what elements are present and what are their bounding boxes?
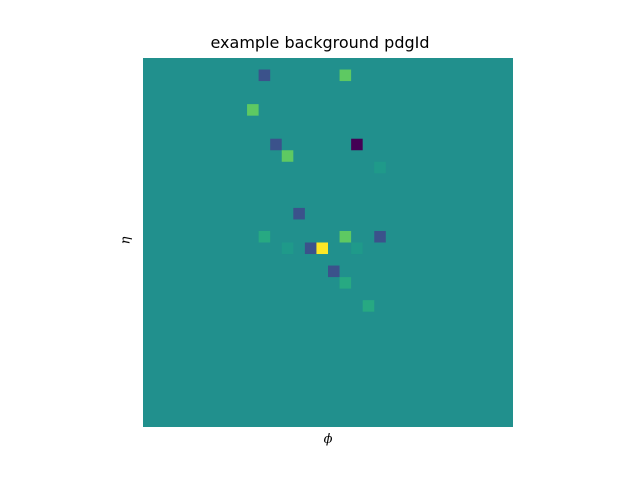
heatmap-cell [247, 104, 259, 116]
x-axis-label: ϕ [323, 432, 333, 447]
chart-title: example background pdgId [210, 33, 430, 52]
heatmap-cell [339, 277, 352, 289]
heatmap-cells [247, 69, 386, 312]
heatmap-cell [351, 138, 363, 151]
heatmap-cell [374, 161, 386, 174]
heatmap-cell [316, 242, 328, 255]
heatmap-cell [281, 150, 294, 162]
heatmap-cell [374, 230, 386, 243]
heatmap-cell [293, 207, 305, 220]
heatmap-cell [339, 69, 352, 82]
heatmap-cell [362, 300, 375, 312]
heatmap-cell [258, 69, 271, 82]
heatmap-cell [270, 138, 282, 151]
heatmap-cell [258, 230, 271, 243]
heatmap-cell [328, 265, 340, 278]
y-axis-label: η [118, 236, 134, 245]
heatmap-cell [281, 242, 294, 255]
heatmap-cell [351, 242, 363, 255]
heatmap-cell [304, 242, 317, 255]
heatmap-cell [339, 230, 352, 243]
